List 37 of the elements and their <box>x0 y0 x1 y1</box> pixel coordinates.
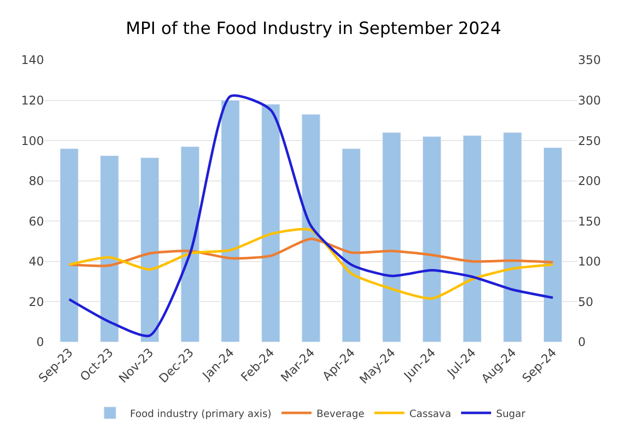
bar <box>544 147 562 342</box>
y-tick-label: 60 <box>28 214 44 228</box>
bar <box>503 132 522 342</box>
y2-tick-label: 350 <box>578 53 601 68</box>
y2-tick-label: 100 <box>578 254 601 269</box>
y2-tick-label: 200 <box>578 174 601 188</box>
chart-title: MPI of the Food Industry in September 2024 <box>126 18 502 39</box>
bar <box>462 135 482 342</box>
y-tick-label: 20 <box>28 294 44 309</box>
bar <box>60 148 78 342</box>
bar <box>100 155 119 342</box>
legend-label: Food industry (primary axis) <box>130 408 272 420</box>
y-tick-label: 0 <box>36 335 44 350</box>
y-tick-label: 140 <box>21 53 44 68</box>
bar <box>302 114 320 342</box>
bar <box>180 146 200 342</box>
line-series <box>68 238 554 268</box>
line-series <box>68 94 554 337</box>
y2-tick-label: 0 <box>578 335 586 350</box>
legend-label: Cassava <box>409 408 452 420</box>
legend-label: Sugar <box>496 408 526 420</box>
y-tick-label: 80 <box>28 174 44 188</box>
bar <box>140 157 160 342</box>
bar <box>382 132 401 342</box>
y2-tick-label: 300 <box>578 93 601 108</box>
y-tick-label: 40 <box>28 254 44 269</box>
bar <box>342 148 361 342</box>
y-tick-label: 100 <box>21 134 44 148</box>
bar <box>261 104 280 342</box>
y2-tick-label: 250 <box>578 134 601 148</box>
y2-tick-label: 50 <box>578 294 594 309</box>
y2-tick-label: 150 <box>578 214 601 228</box>
y-tick-label: 120 <box>21 93 44 108</box>
bar <box>422 136 442 342</box>
line-series <box>68 228 554 300</box>
legend-label: Beverage <box>316 408 364 420</box>
bar <box>221 100 240 342</box>
